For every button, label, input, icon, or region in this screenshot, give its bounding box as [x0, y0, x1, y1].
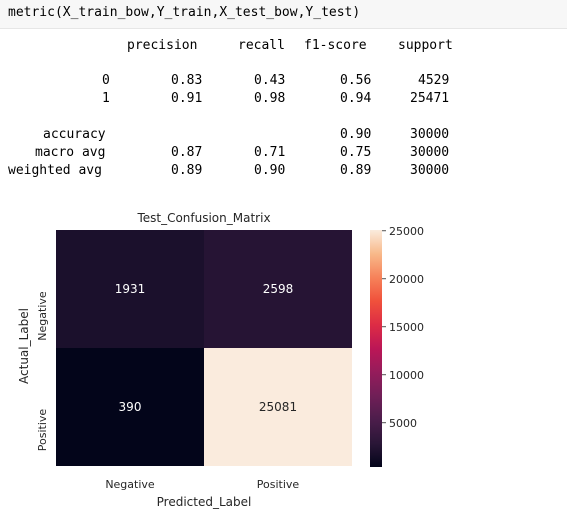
- colorbar: [370, 230, 382, 467]
- y-tick-label: Positive: [36, 409, 49, 452]
- colorbar-tick-label: 15000: [389, 321, 424, 334]
- support-value: 25471: [410, 91, 450, 106]
- colorbar-tick-label: 20000: [389, 273, 424, 286]
- cell-value-label: 390: [119, 400, 142, 414]
- colorbar-tick-label: 5000: [389, 417, 417, 430]
- chart-title: Test_Confusion_Matrix: [136, 211, 270, 225]
- x-axis-label: Predicted_Label: [157, 495, 252, 509]
- recall-value: 0.90: [254, 163, 286, 178]
- f1-value: 0.89: [340, 163, 372, 178]
- recall-value: 0.98: [254, 91, 286, 106]
- colorbar-tick-label: 10000: [389, 369, 424, 382]
- cell-value-label: 2598: [263, 282, 294, 296]
- precision-value: 0.89: [171, 163, 203, 178]
- row-label: weighted avg: [8, 163, 102, 178]
- cell-value-label: 25081: [259, 400, 297, 414]
- recall-value: 0.43: [254, 73, 286, 88]
- precision-value: 0.83: [171, 73, 203, 88]
- x-tick-label: Positive: [257, 478, 300, 491]
- col-header-precision: precision: [127, 38, 198, 53]
- precision-value: 0.91: [171, 91, 203, 106]
- row-label: accuracy: [43, 127, 106, 142]
- heatmap-cell: [56, 348, 204, 466]
- cell-value-label: 1931: [115, 282, 146, 296]
- row-label: 1: [102, 91, 110, 106]
- f1-value: 0.75: [340, 145, 372, 160]
- recall-value: 0.71: [254, 145, 286, 160]
- precision-value: 0.87: [171, 145, 203, 160]
- x-tick-label: Negative: [105, 478, 155, 491]
- row-label: macro avg: [35, 145, 106, 160]
- y-tick-label: Negative: [36, 291, 49, 341]
- support-value: 30000: [410, 145, 450, 160]
- f1-value: 0.56: [340, 73, 372, 88]
- heatmap-cell: [56, 230, 204, 348]
- row-label: 0: [102, 73, 110, 88]
- code-cell[interactable]: metric(X_train_bow,Y_train,X_test_bow,Y_…: [0, 0, 567, 29]
- f1-value: 0.90: [340, 127, 372, 142]
- col-header-support: support: [398, 38, 453, 53]
- colorbar-tick-label: 25000: [389, 225, 424, 238]
- heatmap-cell: [204, 230, 352, 348]
- heatmap-cell: [204, 348, 352, 466]
- col-header-recall: recall: [238, 38, 285, 53]
- code-line[interactable]: metric(X_train_bow,Y_train,X_test_bow,Y_…: [8, 5, 361, 20]
- f1-value: 0.94: [340, 91, 372, 106]
- support-value: 30000: [410, 163, 450, 178]
- y-axis-label: Actual_Label: [17, 308, 31, 384]
- support-value: 30000: [410, 127, 450, 142]
- support-value: 4529: [418, 73, 450, 88]
- col-header-f1-score: f1-score: [304, 38, 367, 53]
